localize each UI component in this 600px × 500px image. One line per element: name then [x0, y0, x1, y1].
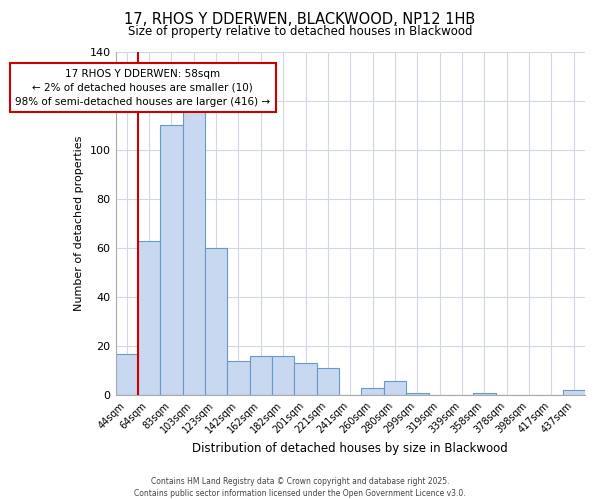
- Bar: [116, 354, 138, 396]
- Bar: [384, 380, 406, 396]
- Bar: [138, 240, 160, 396]
- Text: 17, RHOS Y DDERWEN, BLACKWOOD, NP12 1HB: 17, RHOS Y DDERWEN, BLACKWOOD, NP12 1HB: [124, 12, 476, 28]
- X-axis label: Distribution of detached houses by size in Blackwood: Distribution of detached houses by size …: [193, 442, 508, 455]
- Bar: [272, 356, 295, 396]
- Bar: [406, 393, 428, 396]
- Text: Contains HM Land Registry data © Crown copyright and database right 2025.
Contai: Contains HM Land Registry data © Crown c…: [134, 476, 466, 498]
- Bar: [473, 393, 496, 396]
- Bar: [361, 388, 384, 396]
- Bar: [205, 248, 227, 396]
- Bar: [563, 390, 585, 396]
- Text: 17 RHOS Y DDERWEN: 58sqm
← 2% of detached houses are smaller (10)
98% of semi-de: 17 RHOS Y DDERWEN: 58sqm ← 2% of detache…: [15, 68, 271, 106]
- Text: Size of property relative to detached houses in Blackwood: Size of property relative to detached ho…: [128, 25, 472, 38]
- Y-axis label: Number of detached properties: Number of detached properties: [74, 136, 84, 311]
- Bar: [182, 110, 205, 396]
- Bar: [317, 368, 339, 396]
- Bar: [250, 356, 272, 396]
- Bar: [227, 361, 250, 396]
- Bar: [295, 364, 317, 396]
- Bar: [160, 125, 182, 396]
